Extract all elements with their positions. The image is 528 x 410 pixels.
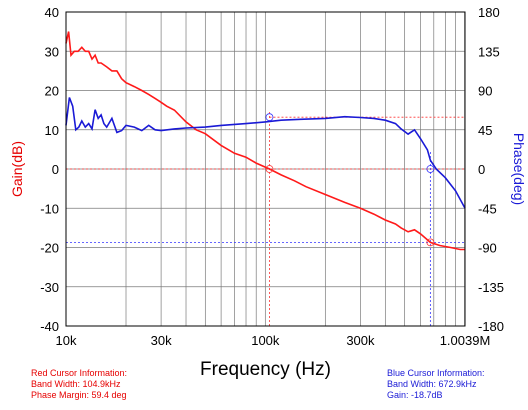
phase-line [65, 97, 466, 209]
blue-cursor-phase-marker [426, 165, 435, 173]
y-tick-label-phase: -45 [478, 201, 497, 216]
red-cursor-info: Red Cursor Information: Band Width: 104.… [31, 368, 127, 401]
red-cursor-title: Red Cursor Information: [31, 368, 128, 378]
y-tick-label-phase: 135 [478, 44, 500, 59]
plot-frame [65, 11, 466, 327]
y-tick-label-gain: 30 [45, 44, 59, 59]
tick-labels: 10k 30k 100k 300k 1.0039M 40 30 20 10 0 -10 -20 -30 -… [40, 5, 504, 348]
red-cursor-bandwidth: Band Width: 104.9kHz [31, 379, 121, 389]
y-tick-label-phase: -180 [478, 319, 504, 334]
blue-cursor-gain-marker [426, 238, 435, 247]
x-tick-label: 30k [151, 333, 172, 348]
red-cursor-phase-marker [265, 113, 274, 122]
y-tick-label-gain: 10 [45, 123, 59, 138]
blue-cursor-bandwidth: Band Width: 672.9kHz [387, 379, 477, 389]
y-tick-label-phase: -135 [478, 280, 504, 295]
x-tick-label: 1.0039M [440, 333, 491, 348]
y-axis-title-gain: Gain(dB) [9, 141, 25, 197]
y-tick-label-gain: 40 [45, 5, 59, 20]
x-tick-label: 300k [346, 333, 375, 348]
y-tick-label-gain: 20 [45, 84, 59, 99]
y-tick-label-phase: 90 [478, 84, 492, 99]
y-tick-label-gain: -20 [40, 241, 59, 256]
y-tick-label-gain: 0 [52, 162, 59, 177]
y-tick-label-phase: 45 [478, 123, 492, 138]
grid [65, 11, 466, 327]
x-tick-label: 100k [251, 333, 280, 348]
y-tick-label-phase: -90 [478, 241, 497, 256]
y-tick-label-gain: -40 [40, 319, 59, 334]
x-tick-label: 10k [56, 333, 77, 348]
y-tick-label-gain: -10 [40, 201, 59, 216]
blue-cursor-title: Blue Cursor Information: [387, 368, 485, 378]
blue-cursor-gain: Gain: -18.7dB [387, 390, 443, 400]
red-cursor-gain-marker [265, 165, 274, 173]
gain-line [65, 31, 465, 251]
blue-cursor-info: Blue Cursor Information: Band Width: 672… [387, 368, 485, 401]
y-tick-label-phase: 0 [478, 162, 485, 177]
y-tick-label-phase: 180 [478, 5, 500, 20]
x-axis-title: Frequency (Hz) [200, 359, 331, 380]
data-series [65, 31, 466, 251]
red-cursor-phase-margin: Phase Margin: 59.4 deg [31, 390, 127, 400]
y-tick-label-gain: -30 [40, 280, 59, 295]
y-axis-title-phase: Phase(deg) [511, 133, 527, 205]
